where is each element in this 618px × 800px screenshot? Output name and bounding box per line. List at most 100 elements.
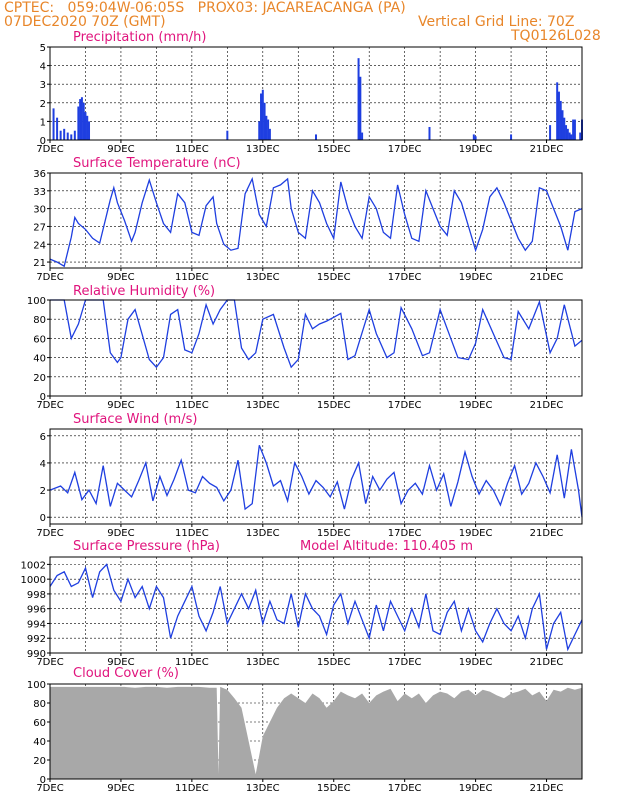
precip-xtick-label: 15DEC [317,144,351,155]
humidity-ytick-label: 40 [33,354,46,365]
precip-bar [557,91,560,140]
pressure-xtick-label: 9DEC [107,657,134,668]
precip-xtick-label: 11DEC [175,144,209,155]
temp-ytick-label: 21 [33,258,46,269]
precip-ytick-label: 3 [40,80,46,91]
precip-bar [260,93,263,140]
temp-ytick-label: 24 [33,240,46,251]
precip-bar [572,119,575,140]
precip-ytick-label: 1 [40,117,46,128]
temp-ytick-label: 36 [33,169,46,180]
humidity-ytick-label: 100 [27,296,46,307]
header-grid-line-note: Vertical Grid Line: 70Z [418,14,575,30]
precip-bar [267,119,270,140]
humidity-xtick-label: 11DEC [175,400,209,411]
humidity-xtick-label: 7DEC [36,400,63,411]
precip-bar [263,102,266,140]
cloud-ytick-label: 0 [40,775,46,786]
wind-xtick-label: 15DEC [317,528,351,539]
wind-xtick-label: 7DEC [36,528,63,539]
precip-xtick-label: 9DEC [107,144,134,155]
pressure-ytick-label: 1000 [21,575,46,586]
precip-xtick-label: 13DEC [246,144,280,155]
cloud-frame [49,683,583,780]
temp-panel-title: Surface Temperature (nC) [73,156,241,171]
cloud-xtick-label: 13DEC [246,783,280,794]
cloud-xtick-label: 11DEC [175,783,209,794]
cloud-xtick-label: 7DEC [36,783,63,794]
pressure-xtick-label: 11DEC [175,657,209,668]
precip-bar [59,130,62,140]
humidity-xtick-label: 15DEC [317,400,351,411]
precip-ytick-label: 2 [40,99,46,110]
pressure-xtick-label: 21DEC [530,657,564,668]
precip-bar [63,128,66,140]
cloud-xtick-label: 15DEC [317,783,351,794]
humidity-ytick-label: 0 [40,392,46,403]
precip-bar [258,121,261,140]
wind-panel-title: Surface Wind (m/s) [73,412,198,427]
precip-bar [510,134,513,140]
model-altitude-label: Model Altitude: 110.405 m [300,539,474,554]
temp-xtick-label: 13DEC [246,272,280,283]
cloud-panel-title: Cloud Cover (%) [73,666,179,681]
precip-bar [561,110,564,140]
precip-bar [56,117,59,140]
humidity-xtick-label: 9DEC [107,400,134,411]
humidity-xtick-label: 19DEC [459,400,493,411]
humidity-ytick-label: 20 [33,373,46,384]
precip-bar [88,121,91,140]
precip-bar [549,125,552,140]
precip-bar [66,132,69,140]
temp-xtick-label: 7DEC [36,272,63,283]
temp-xtick-label: 11DEC [175,272,209,283]
pressure-panel-title: Surface Pressure (hPa) [73,539,220,554]
wind-xtick-label: 19DEC [459,528,493,539]
precip-ytick-label: 5 [40,43,46,54]
temp-xtick-label: 19DEC [459,272,493,283]
humidity-series-line [50,299,583,369]
wind-series-line [49,445,583,518]
header-station-line: CPTEC: 059:04W-06:05S PROX03: JACAREACAN… [4,0,406,16]
header-model-code: TQ0126L028 [511,28,601,44]
precip-bar [79,99,82,140]
precip-bar [361,132,364,140]
precip-bar [268,128,271,140]
temp-xtick-label: 17DEC [388,272,422,283]
cloud-ytick-label: 100 [27,680,46,691]
precip-ytick-label: 0 [40,136,46,147]
precip-bar [77,106,80,140]
precip-bar [472,134,475,140]
precip-bar [565,125,568,140]
pressure-ytick-label: 998 [27,590,46,601]
humidity-frame [49,299,583,397]
precip-frame [49,46,583,141]
pressure-xtick-label: 19DEC [459,657,493,668]
precip-bar [563,117,566,140]
wind-xtick-label: 13DEC [246,528,280,539]
precip-ytick-label: 4 [40,62,46,73]
precip-xtick-label: 7DEC [36,144,63,155]
precip-xtick-label: 17DEC [388,144,422,155]
pressure-ytick-label: 992 [27,634,46,645]
temp-frame [49,172,583,269]
temp-series-line [49,176,583,268]
cloud-area [50,686,582,779]
temp-xtick-label: 21DEC [530,272,564,283]
temp-xtick-label: 9DEC [107,272,134,283]
precip-bar [357,58,360,140]
cloud-xtick-label: 19DEC [459,783,493,794]
humidity-xtick-label: 17DEC [388,400,422,411]
cloud-xtick-label: 9DEC [107,783,134,794]
precip-bar [226,130,229,140]
precip-panel-title: Precipitation (mm/h) [73,30,207,45]
precip-bar [428,126,431,140]
precip-bar [559,100,562,140]
precip-bar [568,132,571,140]
precip-bar [265,115,268,140]
precip-bar [86,115,89,140]
precip-xtick-label: 21DEC [530,144,564,155]
humidity-xtick-label: 21DEC [530,400,564,411]
pressure-ytick-label: 1002 [21,560,46,571]
